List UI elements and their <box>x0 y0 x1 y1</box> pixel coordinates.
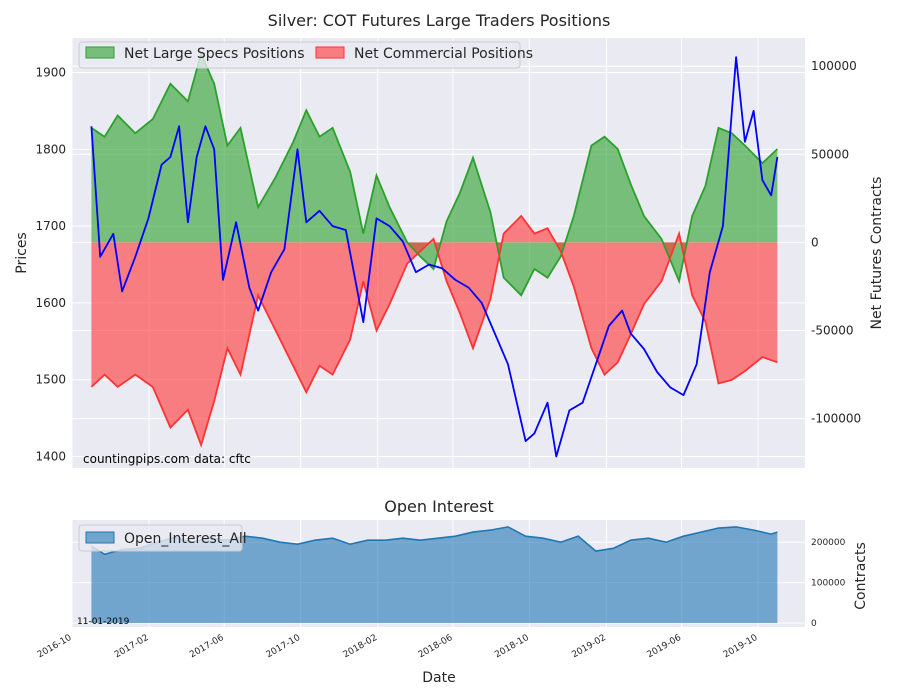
legend-label-specs: Net Large Specs Positions <box>124 46 305 62</box>
x-axis-label: Date <box>422 670 455 686</box>
data-annotation: data: cftc <box>194 452 251 466</box>
series-open-interest-fill <box>91 526 778 623</box>
x-tick-label: 2017-06 <box>188 633 226 661</box>
x-tick-label: 2019-06 <box>646 633 684 661</box>
right-tick-label: 0 <box>811 235 819 249</box>
left-axis-label: Prices <box>14 232 30 273</box>
right-contracts-axis: -100000 -50000 0 50000 100000 <box>811 59 861 425</box>
legend-swatch-open-interest <box>85 531 115 544</box>
date-axis: 2016-10 2017-02 2017-06 2017-10 2018-02 2018-… <box>36 633 760 661</box>
date-annotation: 11-01-2019 <box>77 617 130 627</box>
bottom-legend: Open_Interest_All <box>78 524 247 552</box>
top-chart: Silver: COT Futures Large Traders Positi… <box>14 11 885 468</box>
left-tick-label: 1600 <box>35 296 66 310</box>
left-tick-label: 1700 <box>35 219 66 233</box>
legend-swatch-specs <box>85 46 115 59</box>
x-tick-label: 2016-10 <box>36 633 74 661</box>
x-tick-label: 2017-10 <box>265 633 303 661</box>
legend-label-commercial: Net Commercial Positions <box>354 46 533 62</box>
series-price-line <box>90 56 779 458</box>
x-tick-label: 2019-02 <box>570 633 608 660</box>
bottom-tick-label: 100000 <box>811 579 846 589</box>
series-net-large-specs-fill <box>91 53 778 296</box>
series-net-commercial-line <box>90 214 778 448</box>
bottom-right-axis: 0 100000 200000 <box>811 538 846 629</box>
left-tick-label: 1900 <box>35 66 66 80</box>
bottom-chart: Open Interest 0 100000 200000 2016-10 2017-… <box>36 497 869 686</box>
left-price-axis: 1400 1500 1600 1700 1800 1900 <box>35 66 66 464</box>
legend-label-open-interest: Open_Interest_All <box>124 531 247 547</box>
right-tick-label: -100000 <box>811 412 861 426</box>
right-tick-label: 50000 <box>811 147 849 161</box>
bottom-tick-label: 0 <box>811 619 817 629</box>
top-area-series <box>90 51 779 448</box>
x-tick-label: 2017-02 <box>113 633 151 660</box>
x-tick-label: 2018-02 <box>342 633 380 660</box>
top-line-series <box>90 56 779 458</box>
x-tick-label: 2019-10 <box>722 633 760 661</box>
left-tick-label: 1800 <box>35 142 66 156</box>
bottom-tick-label: 200000 <box>811 538 846 548</box>
top-legend: Net Large Specs Positions Net Commercial… <box>78 41 533 69</box>
top-legend-box <box>78 41 521 69</box>
x-tick-label: 2018-10 <box>493 633 531 661</box>
right-axis-label: Net Futures Contracts <box>869 177 885 330</box>
top-chart-title: Silver: COT Futures Large Traders Positi… <box>268 11 611 30</box>
series-net-commercial-fill <box>91 216 778 446</box>
series-net-large-specs-line <box>90 51 779 297</box>
right-tick-label: 100000 <box>811 59 857 73</box>
bottom-legend-box <box>78 524 243 552</box>
x-tick-label: 2018-06 <box>417 633 455 661</box>
bottom-axis-label: Contracts <box>853 542 869 610</box>
left-tick-label: 1400 <box>35 449 66 463</box>
legend-swatch-commercial <box>315 46 345 59</box>
bottom-chart-title: Open Interest <box>384 497 493 516</box>
right-tick-label: -50000 <box>811 324 854 338</box>
source-annotation: countingpips.com <box>83 452 190 466</box>
left-tick-label: 1500 <box>35 373 66 387</box>
